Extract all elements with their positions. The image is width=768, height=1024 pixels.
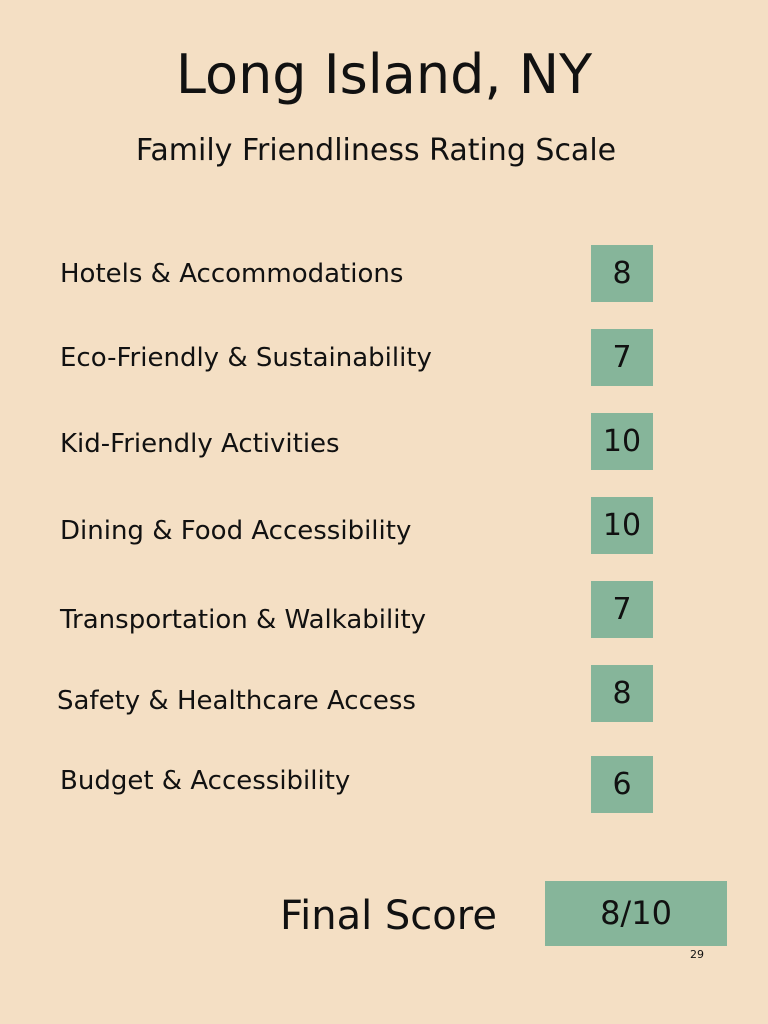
subtitle: Family Friendliness Rating Scale	[135, 133, 617, 168]
rating-score: 7	[591, 329, 653, 386]
page-number: 29	[690, 948, 704, 961]
rating-label: Kid-Friendly Activities	[60, 429, 340, 459]
final-score-value: 8/10	[545, 881, 727, 946]
rating-score: 8	[591, 245, 653, 302]
final-score-label: Final Score	[280, 893, 497, 939]
rating-score: 8	[591, 665, 653, 722]
rating-score: 10	[591, 413, 653, 470]
rating-label: Dining & Food Accessibility	[60, 516, 412, 546]
rating-score: 7	[591, 581, 653, 638]
rating-label: Transportation & Walkability	[60, 605, 427, 635]
rating-score: 10	[591, 497, 653, 554]
rating-label: Eco-Friendly & Sustainability	[60, 343, 432, 373]
rating-label: Safety & Healthcare Access	[57, 686, 416, 716]
rating-score: 6	[591, 756, 653, 813]
rating-label: Budget & Accessibility	[60, 766, 351, 796]
rating-label: Hotels & Accommodations	[60, 259, 404, 289]
title: Long Island, NY	[175, 43, 593, 106]
